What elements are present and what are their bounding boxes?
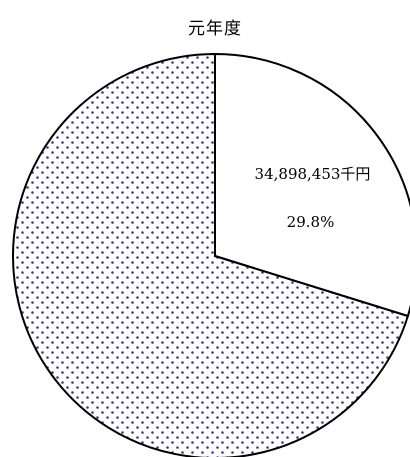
pie-labels: 34,898,453千円 29.8% [255,165,371,231]
pie-slices [11,52,410,457]
pie-slice-dotted [11,52,410,457]
slice-percent-label: 29.8% [287,213,335,231]
chart-title: 元年度 [188,19,242,39]
slice-value-label: 34,898,453千円 [255,165,371,183]
pie-slice-highlight [214,52,410,318]
